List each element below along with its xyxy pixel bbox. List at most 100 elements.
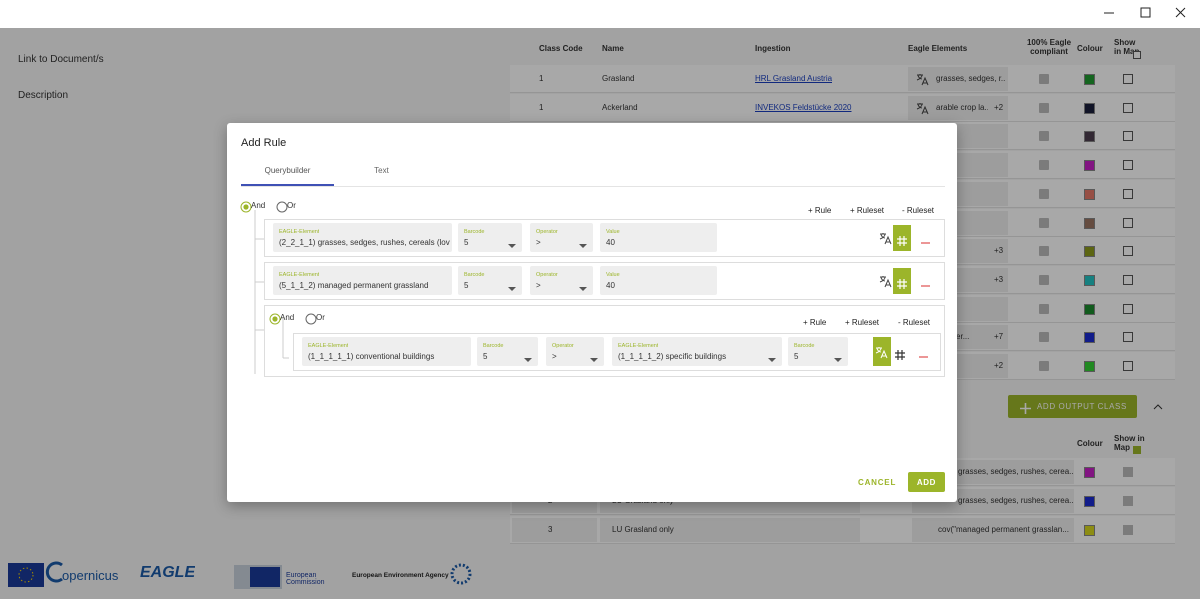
radio[interactable] — [276, 200, 288, 213]
dropdown-arrow — [508, 236, 516, 248]
remove-rule-svg — [921, 285, 930, 287]
field[interactable]: Operator > — [546, 337, 604, 366]
hash-icon[interactable] — [897, 233, 907, 246]
field-value: 40 — [606, 281, 615, 290]
dropdown-arrow — [768, 350, 776, 362]
tab[interactable]: Text — [374, 166, 389, 175]
translate-icon-svg — [879, 233, 892, 245]
radio-checked[interactable] — [269, 312, 281, 325]
show-checkbox[interactable] — [1123, 102, 1133, 113]
title-bar — [0, 0, 1200, 28]
action-button[interactable]: - Ruleset — [902, 206, 935, 215]
show-checkbox — [1123, 496, 1133, 506]
field[interactable]: Value 40 — [600, 266, 717, 295]
cancel-button[interactable]: CANCEL — [858, 478, 897, 487]
colour-swatch — [1084, 303, 1095, 315]
radio-checked[interactable] — [240, 200, 252, 213]
column-header: Show in Map — [1114, 38, 1140, 56]
hash-icon[interactable] — [895, 347, 905, 360]
field[interactable]: Value 40 — [600, 223, 717, 252]
field-label: Value — [606, 229, 620, 235]
field-label: EAGLE-Element — [618, 343, 659, 349]
dropdown-arrow-svg — [508, 244, 516, 248]
translate-icon[interactable] — [875, 346, 888, 359]
header-checkbox[interactable] — [1133, 51, 1141, 59]
show-checkbox — [1123, 467, 1133, 477]
translate-icon[interactable] — [879, 232, 892, 245]
field-label: Barcode — [483, 343, 504, 349]
dropdown-arrow — [834, 350, 842, 362]
dropdown-arrow-svg — [590, 358, 598, 362]
show-checkbox[interactable] — [1123, 303, 1133, 314]
show-checkbox[interactable] — [1123, 160, 1133, 171]
eea-mark-svg — [450, 563, 472, 585]
add-output-class-button[interactable]: ADD OUTPUT CLASS — [1008, 395, 1137, 418]
remove-rule[interactable] — [921, 232, 930, 244]
eagle-extra: +3 — [994, 274, 1004, 284]
colour-swatch — [1084, 217, 1095, 229]
translate-button[interactable] — [873, 337, 891, 366]
action-button[interactable]: + Rule — [808, 206, 832, 215]
column-header: Eagle Elements — [908, 44, 968, 53]
tab[interactable]: Querybuilder — [264, 166, 311, 175]
add-button[interactable]: ADD — [908, 472, 945, 492]
field[interactable]: Barcode 5 — [458, 223, 522, 252]
hash-button[interactable] — [893, 225, 911, 251]
show-checkbox[interactable] — [1123, 74, 1133, 84]
dropdown-arrow — [524, 350, 532, 362]
field[interactable]: EAGLE-Element (2_2_1_1) grasses, sedges, … — [273, 223, 452, 252]
action-button[interactable]: - Ruleset — [898, 318, 931, 327]
window-controls[interactable] — [0, 0, 1200, 28]
field-value: > — [552, 352, 557, 361]
dropdown-arrow — [508, 279, 516, 291]
eagle-extra: +3 — [994, 246, 1004, 256]
collapse-icon[interactable] — [1153, 398, 1163, 410]
action-button[interactable]: + Ruleset — [850, 206, 885, 215]
show-checkbox[interactable] — [1123, 217, 1133, 228]
action-button[interactable]: + Rule — [803, 318, 827, 327]
hash-icon[interactable] — [897, 276, 907, 289]
class-code-field — [512, 518, 597, 542]
compliant-checkbox — [1039, 160, 1049, 171]
field[interactable]: EAGLE-Element (5_1_1_2) managed permanent… — [273, 266, 452, 295]
field[interactable]: EAGLE-Element (1_1_1_1_1) conventional bu… — [302, 337, 471, 366]
field-value: (1_1_1_1_1) conventional buildings — [308, 352, 435, 361]
field[interactable]: Operator > — [530, 223, 593, 252]
field[interactable]: Operator > — [530, 266, 593, 295]
ingestion-link[interactable]: INVEKOS Feldstücke 2020 — [755, 102, 852, 112]
add-output-class-label: ADD OUTPUT CLASS — [1037, 402, 1127, 411]
field[interactable]: Barcode 5 — [788, 337, 848, 366]
header-checkbox — [1133, 446, 1141, 454]
show-checkbox[interactable] — [1123, 361, 1133, 371]
field-value: 40 — [606, 238, 615, 247]
field[interactable]: Barcode 5 — [477, 337, 538, 366]
c-mark-svg — [45, 561, 63, 583]
remove-rule[interactable] — [919, 346, 928, 358]
eagle-extra: +7 — [994, 332, 1004, 342]
compliant-checkbox — [1039, 361, 1049, 371]
field-label: EAGLE-Element — [279, 229, 320, 235]
show-checkbox[interactable] — [1123, 274, 1133, 285]
field-label: EAGLE-Element — [279, 272, 320, 278]
ingestion-link[interactable]: HRL Grasland Austria — [755, 74, 833, 83]
field-value: 5 — [464, 238, 469, 247]
show-checkbox[interactable] — [1123, 131, 1133, 142]
show-checkbox[interactable] — [1123, 332, 1133, 343]
hash-button[interactable] — [893, 268, 911, 294]
class-code: 3 — [548, 525, 553, 534]
radio[interactable] — [305, 312, 317, 325]
field[interactable]: EAGLE-Element (1_1_1_1_2) specific buildi… — [612, 337, 782, 366]
remove-rule[interactable] — [921, 275, 930, 287]
translate-icon[interactable] — [879, 275, 892, 288]
dropdown-arrow-svg — [768, 358, 776, 362]
eagle-text: grasses, sedges, r... — [936, 74, 1006, 83]
link-label: Link to Document/s — [18, 54, 104, 65]
show-checkbox[interactable] — [1123, 188, 1133, 199]
show-checkbox[interactable] — [1123, 246, 1133, 257]
field-value: > — [536, 238, 541, 247]
compliant-checkbox — [1039, 217, 1049, 228]
column-header: Class Code — [539, 44, 583, 53]
action-button[interactable]: + Ruleset — [845, 318, 880, 327]
field[interactable]: Barcode 5 — [458, 266, 522, 295]
field-label: Operator — [536, 229, 558, 235]
